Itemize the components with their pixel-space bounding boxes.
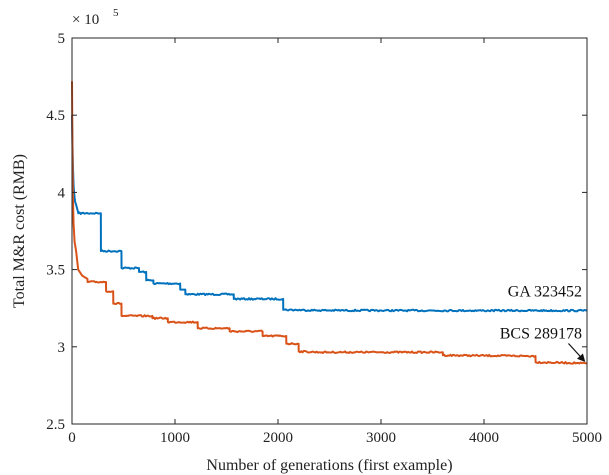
bcs-series-line: [72, 81, 587, 363]
y-tick-label: 4.5: [46, 108, 65, 124]
bcs-arrow: [568, 344, 584, 361]
bcs-annotation: BCS 289178: [500, 326, 582, 343]
ga-annotation: GA 323452: [508, 284, 582, 301]
ga-series-line: [72, 115, 587, 311]
y-tick-label: 2.5: [46, 417, 65, 433]
x-tick-label: 0: [68, 430, 76, 446]
x-tick-label: 3000: [366, 430, 396, 446]
x-tick-label: 4000: [469, 430, 499, 446]
axes-layer: [72, 38, 587, 424]
y-tick-label: 3: [58, 340, 66, 356]
y-tick-label: 5: [58, 31, 66, 47]
y-tick-label: 4: [58, 185, 66, 201]
labels-layer: 0 1000 2000 3000 4000 5000 2.5 3 3.5 4 4.5 5 × 10 5 Nu…: [11, 7, 602, 474]
y-tick-label: 3.5: [46, 263, 65, 279]
x-tick-label: 1000: [160, 430, 190, 446]
y-multiplier-exponent: 5: [113, 7, 119, 19]
y-multiplier: × 10: [72, 12, 99, 28]
x-tick-label: 2000: [263, 430, 293, 446]
y-axis-title: Total M&R cost (RMB): [11, 154, 28, 308]
series-layer: [72, 81, 587, 363]
x-axis-title: Number of generations (first example): [206, 457, 452, 474]
plot-frame: [72, 38, 587, 424]
x-tick-label: 5000: [572, 430, 602, 446]
